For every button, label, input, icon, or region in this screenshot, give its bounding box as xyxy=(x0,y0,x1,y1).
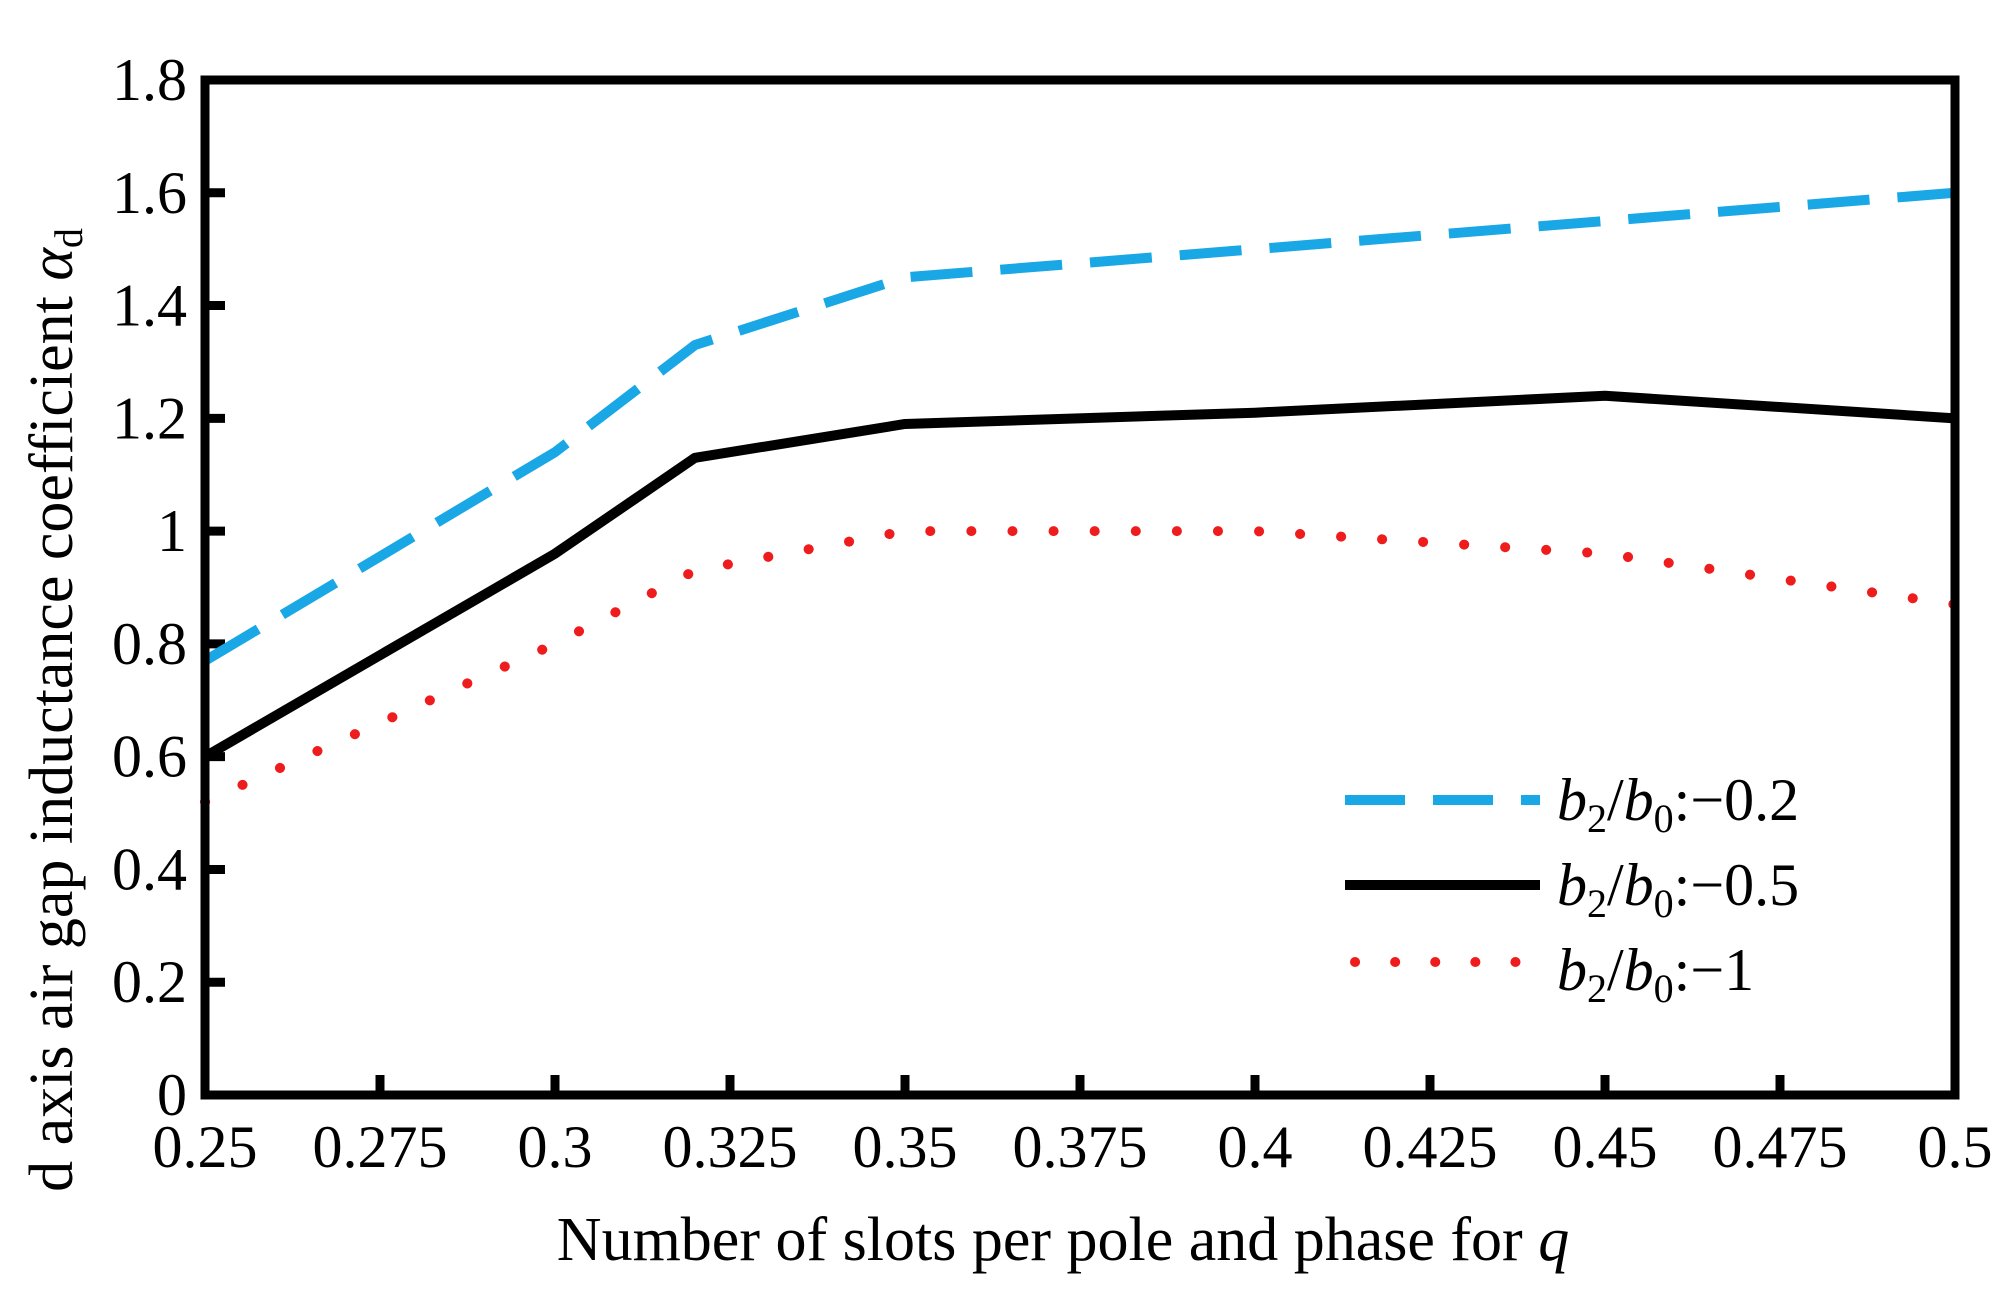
series-lines xyxy=(200,187,1960,807)
x-tick-label: 0.5 xyxy=(1918,1114,1993,1180)
x-tick-label: 0.425 xyxy=(1363,1114,1498,1180)
series-line-2 xyxy=(202,390,1956,761)
y-tick-label: 1.2 xyxy=(112,385,187,451)
x-tick-label: 0.4 xyxy=(1218,1114,1293,1180)
legend-label-series-1: b2/b0:−0.2 xyxy=(1557,767,1799,841)
x-axis-title-variable: q xyxy=(1538,1206,1569,1274)
x-tick-label: 0.3 xyxy=(518,1114,593,1180)
y-tick-label: 0.8 xyxy=(112,611,187,677)
y-tick-label: 0 xyxy=(157,1062,187,1128)
x-tick-label: 0.25 xyxy=(153,1114,258,1180)
y-tick-labels: 0 0.2 0.4 0.6 0.8 1 1.2 1.4 1.6 1.8 xyxy=(112,47,187,1128)
y-tick-label: 1.4 xyxy=(112,273,187,339)
y-tick-label: 0.2 xyxy=(112,949,187,1015)
x-tick-label: 0.325 xyxy=(663,1114,798,1180)
x-tick-label: 0.375 xyxy=(1013,1114,1148,1180)
y-tick-label: 0.6 xyxy=(112,724,187,790)
y-axis-title-symbol: α xyxy=(18,247,86,281)
x-tick-label: 0.35 xyxy=(853,1114,958,1180)
series-line-3 xyxy=(200,526,1960,807)
legend-label-series-2: b2/b0:−0.5 xyxy=(1557,852,1799,926)
legend-label-series-3: b2/b0:−1 xyxy=(1557,937,1754,1011)
y-tick-label: 1.6 xyxy=(112,160,187,226)
x-tick-label: 0.475 xyxy=(1713,1114,1848,1180)
y-axis-title-subscript: d xyxy=(46,228,91,248)
y-tick-label: 0.4 xyxy=(112,836,187,902)
y-tick-label: 1 xyxy=(157,498,187,564)
y-tick-label: 1.8 xyxy=(112,47,187,113)
y-axis-title: d axis air gap inductance coefficient αd xyxy=(18,228,91,1192)
x-axis-title: Number of slots per pole and phase for q xyxy=(557,1206,1569,1274)
plot-frame xyxy=(200,75,1960,1100)
x-tick-label: 0.275 xyxy=(313,1114,448,1180)
x-tick-labels: 0.25 0.275 0.3 0.325 0.35 0.375 0.4 0.425 0.45 0.… xyxy=(153,1114,1993,1180)
legend: b2/b0:−0.2 b2/b0:−0.5 b2/b0:−1 xyxy=(1345,767,1799,1011)
series-line-1 xyxy=(202,187,1956,666)
x-tick-label: 0.45 xyxy=(1553,1114,1658,1180)
